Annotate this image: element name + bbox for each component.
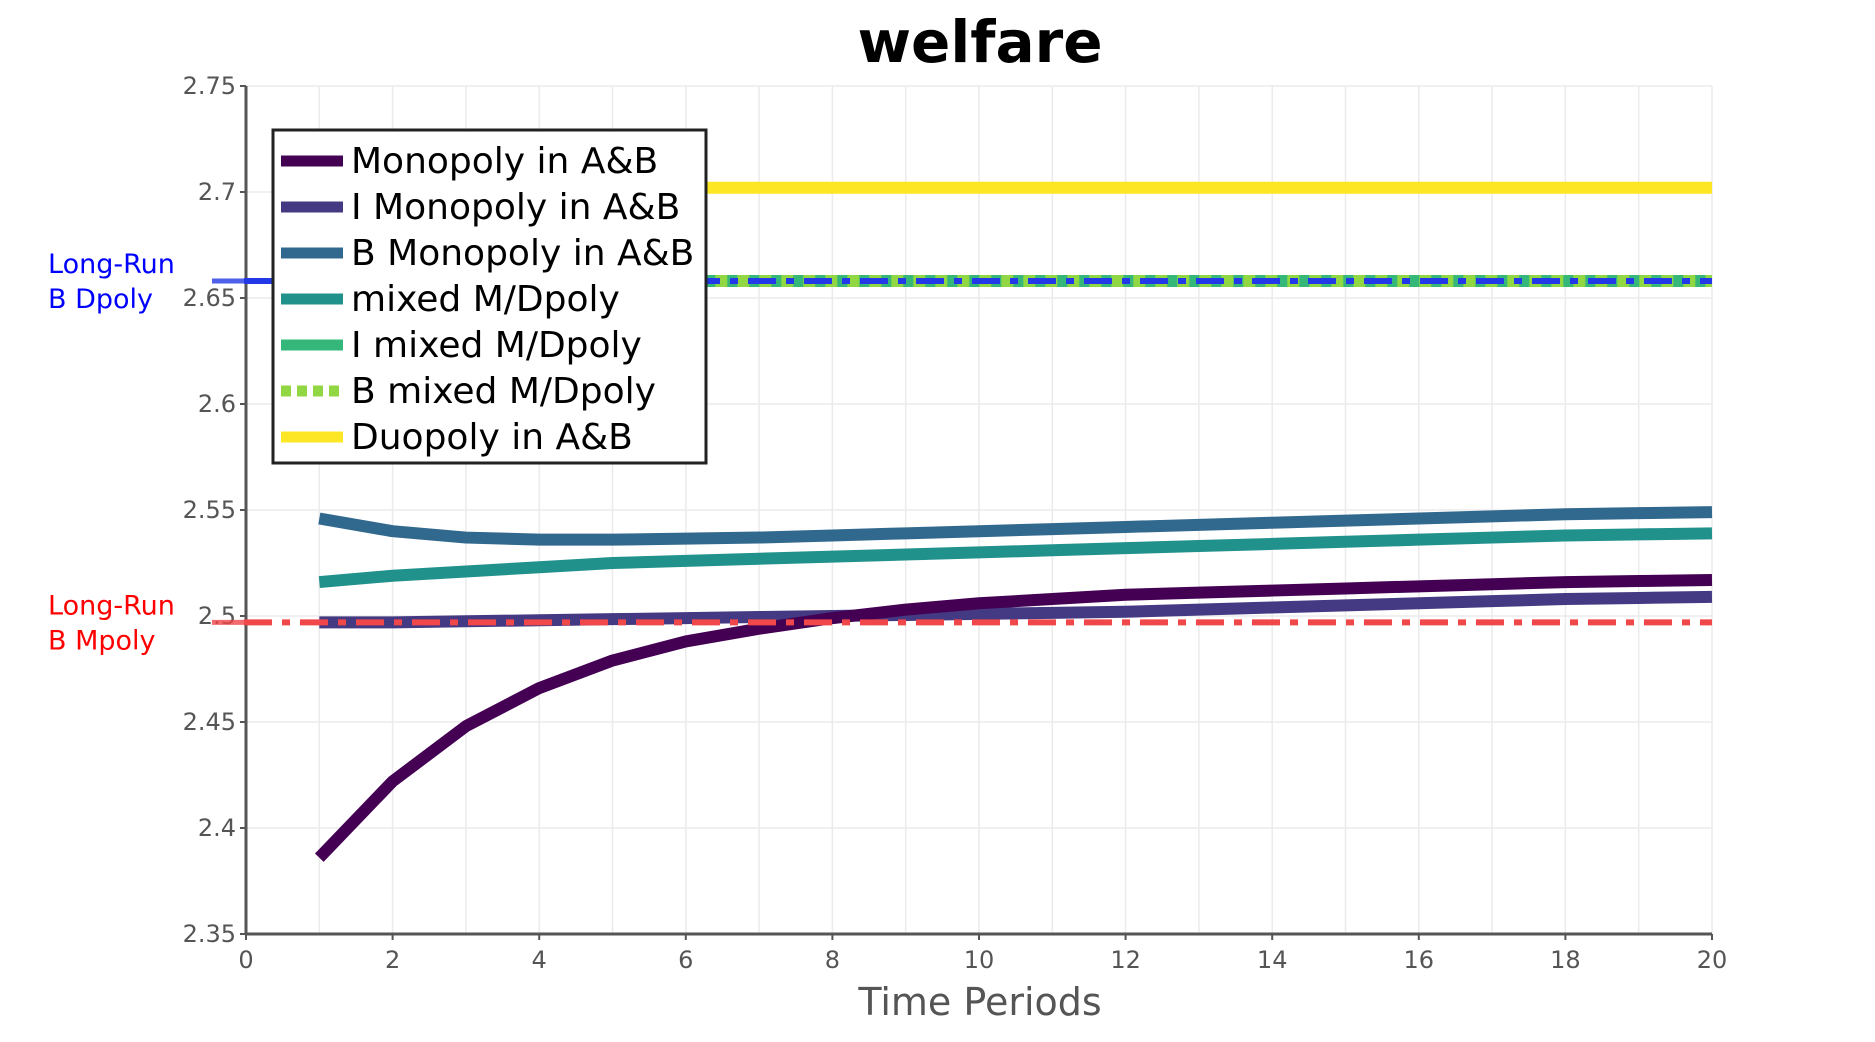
x-tick-label: 10	[964, 946, 995, 974]
x-tick-label: 12	[1110, 946, 1141, 974]
legend-box	[271, 128, 708, 465]
legend-label-2: B Monopoly in A&B	[351, 233, 694, 274]
series-line-2	[318, 506, 1713, 546]
x-tick-label: 2	[385, 946, 400, 974]
x-axis-label: Time Periods	[857, 980, 1101, 1024]
reference-label-line1-0: Long-Run	[48, 249, 175, 280]
y-tick-label: 2.6	[198, 390, 236, 418]
x-tick-label: 20	[1697, 946, 1728, 974]
y-tick-label: 2.55	[183, 496, 236, 524]
y-tick-label: 2.45	[183, 708, 236, 736]
x-tick-label: 0	[238, 946, 253, 974]
x-tick-label: 18	[1550, 946, 1581, 974]
x-tick-label: 4	[532, 946, 547, 974]
y-tick-label: 2.4	[198, 814, 236, 842]
reference-label-line2-0: B Dpoly	[48, 284, 153, 315]
chart-title: welfare	[857, 8, 1102, 76]
series-line-3	[318, 527, 1713, 589]
y-tick-label: 2.75	[183, 72, 236, 100]
legend-label-4: I mixed M/Dpoly	[351, 325, 642, 366]
legend-label-6: Duopoly in A&B	[351, 417, 633, 458]
legend-label-3: mixed M/Dpoly	[351, 279, 620, 320]
tick-labels: 0 2 4 6 8 10 12 14 16 18 20 2.35 2.4 2.45 2.5 2.55 2.6 2.…	[183, 72, 1728, 974]
x-tick-label: 8	[825, 946, 840, 974]
y-tick-label: 2.7	[198, 178, 236, 206]
y-tick-label: 2.65	[183, 284, 236, 312]
y-tick-label: 2.5	[198, 602, 236, 630]
legend: Monopoly in A&B I Monopoly in A&B B Monopo…	[271, 128, 708, 465]
y-tick-label: 2.35	[183, 920, 236, 948]
x-tick-label: 16	[1404, 946, 1435, 974]
x-tick-label: 14	[1257, 946, 1288, 974]
reference-label-line1-1: Long-Run	[48, 590, 175, 621]
legend-label-5: B mixed M/Dpoly	[351, 371, 656, 412]
legend-label-1: I Monopoly in A&B	[351, 187, 680, 228]
axes	[240, 85, 1713, 940]
legend-label-0: Monopoly in A&B	[351, 141, 658, 182]
reference-label-line2-1: B Mpoly	[48, 625, 156, 656]
x-tick-label: 6	[678, 946, 693, 974]
series-line-0	[314, 573, 1713, 862]
